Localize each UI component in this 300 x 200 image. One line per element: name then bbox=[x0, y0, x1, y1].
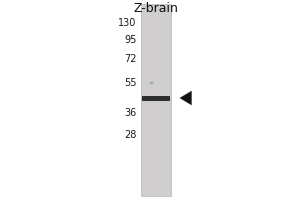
Ellipse shape bbox=[150, 82, 153, 84]
Text: 130: 130 bbox=[118, 18, 136, 28]
Bar bbox=[142, 96, 170, 100]
Bar bbox=[141, 4, 171, 196]
Text: 72: 72 bbox=[124, 54, 136, 64]
Text: 95: 95 bbox=[124, 35, 136, 45]
Text: 28: 28 bbox=[124, 130, 136, 140]
Polygon shape bbox=[180, 91, 191, 105]
Text: 55: 55 bbox=[124, 78, 136, 88]
Text: 36: 36 bbox=[124, 108, 136, 118]
Text: Z-brain: Z-brain bbox=[134, 2, 178, 16]
